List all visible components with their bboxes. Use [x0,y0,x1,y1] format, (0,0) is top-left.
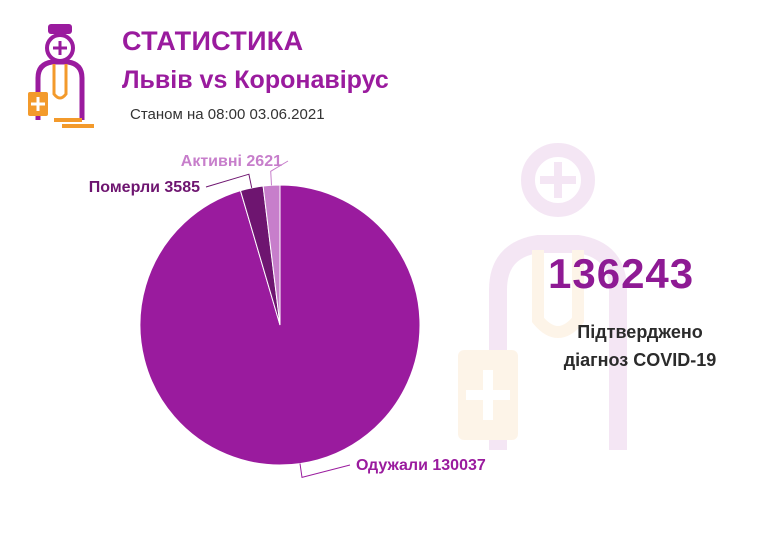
report-date: Станом на 08:00 03.06.2021 [130,106,325,123]
page-subtitle: Львів vs Коронавірус [122,66,389,94]
total-label-line2: діагноз COVID-19 [563,350,717,370]
page-title: СТАТИСТИКА [122,26,304,56]
total-cases: 136243 [548,250,695,297]
doctor-logo-icon [28,24,94,128]
total-label-line1: Підтверджено [577,322,703,342]
pie-leader-line-2 [270,160,289,186]
pie-label-2: Активні 2621 [181,153,282,170]
pie-label-0: Одужали 130037 [356,457,486,474]
total-cases-label: Підтверджено діагноз COVID-19 [540,318,740,374]
pie-label-1: Померли 3585 [89,179,200,196]
doctor-watermark-icon [458,143,627,450]
pie-leader-line-1 [205,173,253,189]
pie-leader-line-0 [299,463,351,479]
